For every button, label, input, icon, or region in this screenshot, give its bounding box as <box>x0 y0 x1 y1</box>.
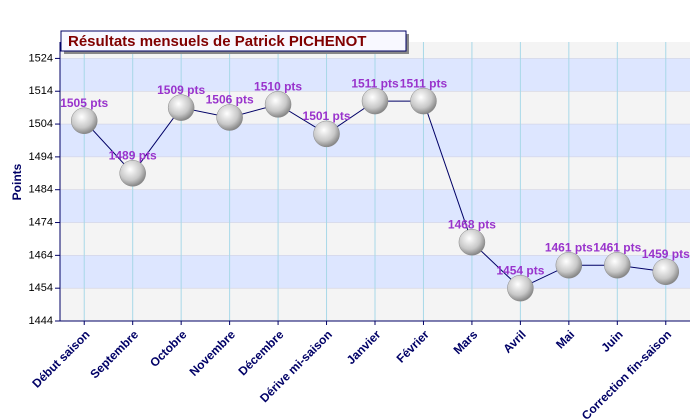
marker <box>361 87 389 115</box>
marker <box>507 274 534 302</box>
marker <box>264 91 292 118</box>
value-label: 1461 pts <box>593 240 641 254</box>
y-axis-label: Points <box>10 163 24 200</box>
y-tick-label: 1464 <box>29 249 53 261</box>
x-tick-label: Correction fin-saison <box>579 327 674 420</box>
marker <box>119 160 146 187</box>
y-tick-label: 1504 <box>29 118 53 130</box>
y-tick-label: 1524 <box>29 52 53 64</box>
value-label: 1489 pts <box>109 148 157 162</box>
x-tick-label: Juin <box>598 327 625 354</box>
x-tick-label: Février <box>394 327 432 365</box>
marker <box>458 228 486 256</box>
y-tick-label: 1514 <box>29 85 53 97</box>
value-label: 1461 pts <box>545 240 593 254</box>
y-tick-label: 1454 <box>29 282 53 294</box>
title-box <box>60 30 407 52</box>
marker <box>167 94 195 121</box>
value-label: 1459 pts <box>642 247 690 261</box>
marker <box>70 107 98 135</box>
value-label: 1510 pts <box>254 80 302 94</box>
marker <box>604 251 631 279</box>
x-tick-label: Avril <box>500 327 528 355</box>
value-label: 1505 pts <box>60 96 108 110</box>
value-label: 1501 pts <box>303 109 351 123</box>
x-tick-label: Janvier <box>344 327 384 367</box>
value-label: 1509 pts <box>157 83 205 97</box>
marker <box>216 104 243 131</box>
x-tick-label: Début saison <box>29 327 92 390</box>
marker <box>555 251 583 279</box>
value-label: 1506 pts <box>206 93 254 107</box>
x-tick-label: Octobre <box>147 327 190 370</box>
value-label: 1511 pts <box>400 76 448 90</box>
value-label: 1511 pts <box>351 76 399 90</box>
y-tick-label: 1494 <box>29 151 53 163</box>
y-tick-label: 1444 <box>29 315 53 327</box>
value-label: 1468 pts <box>448 217 496 231</box>
value-label: 1454 pts <box>496 263 544 277</box>
x-tick-label: Mars <box>451 327 481 357</box>
marker <box>313 120 340 148</box>
marker <box>652 258 680 286</box>
x-tick-label: Mai <box>553 327 577 351</box>
y-tick-label: 1484 <box>29 184 53 196</box>
x-tick-label: Décembre <box>236 327 287 378</box>
x-tick-label: Septembre <box>87 327 141 381</box>
y-tick-label: 1474 <box>29 216 53 228</box>
chart-title: Résultats mensuels de Patrick PICHENOT <box>68 33 366 50</box>
x-tick-label: Novembre <box>187 327 239 379</box>
marker <box>410 87 437 115</box>
